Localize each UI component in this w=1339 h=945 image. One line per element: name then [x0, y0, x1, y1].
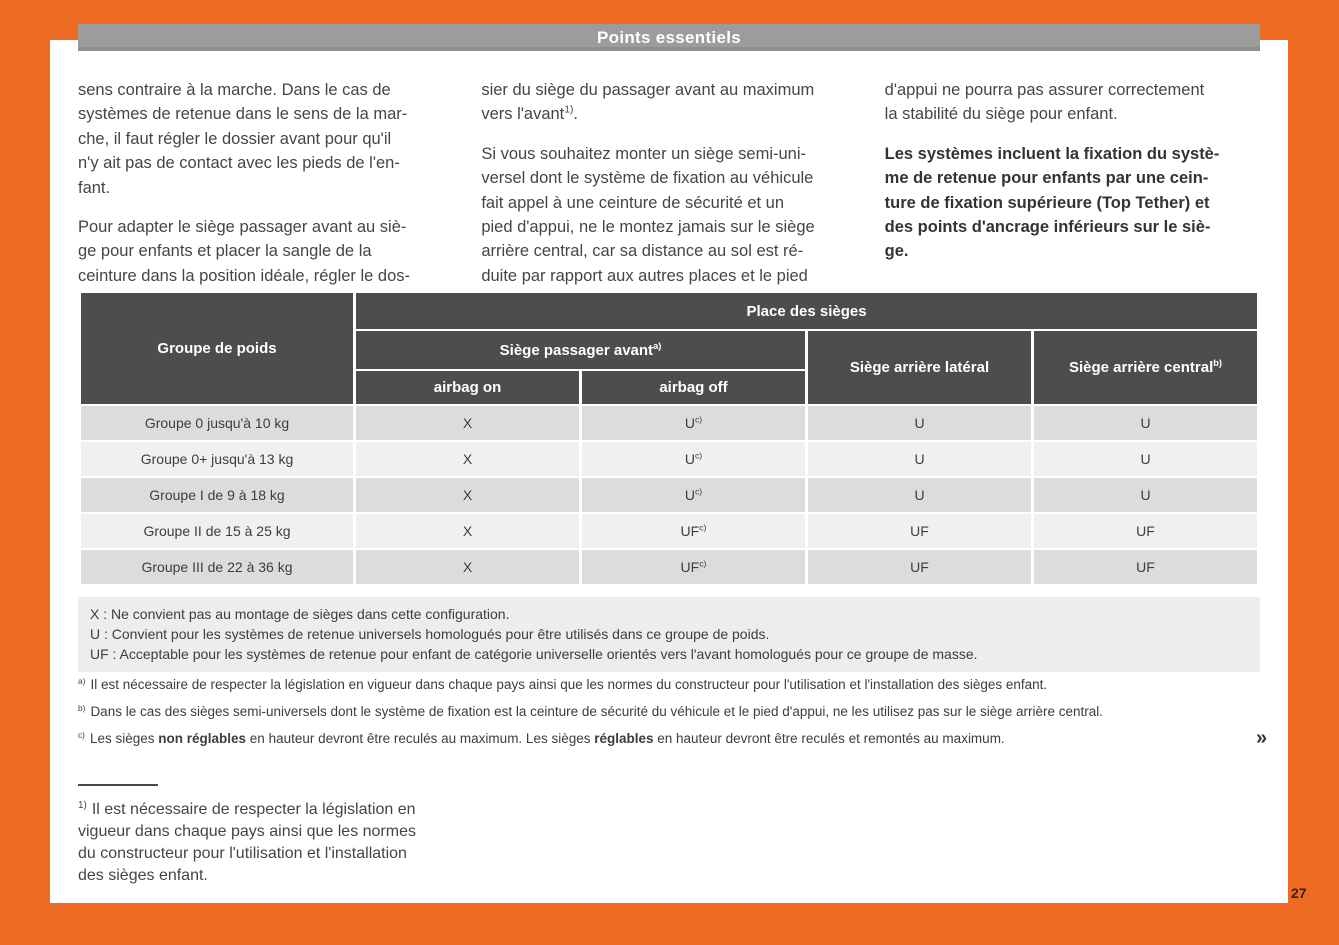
- col-header-weight-group: Groupe de poids: [81, 293, 353, 404]
- page-title: Points essentiels: [597, 28, 741, 47]
- footnote-divider: [78, 784, 158, 786]
- cell-group: Groupe 0 jusqu'à 10 kg: [81, 406, 353, 440]
- paragraph-bold: Les systèmes incluent la fixation du sys…: [884, 144, 1220, 261]
- cell-airbag-on: X: [356, 406, 579, 440]
- col-header-rear-side: Siège arrière latéral: [808, 331, 1031, 404]
- legend-line-x: X : Ne convient pas au montage de sièges…: [90, 606, 510, 622]
- cell-airbag-on: X: [356, 442, 579, 476]
- cell-airbag-off: Uc): [582, 478, 805, 512]
- body-text-columns: sens contraire à la marche. Dans le cas …: [78, 78, 1262, 303]
- paragraph: d'appui ne pourra pas assurer correcteme…: [884, 81, 1205, 124]
- paragraph: Pour adapter le siège passager avant au …: [78, 218, 411, 285]
- text-column-2: sier du siège du passager avant au maxim…: [481, 78, 858, 303]
- table-row: Groupe I de 9 à 18 kg X Uc) U U: [81, 478, 1258, 512]
- cell-rear-side: U: [808, 406, 1031, 440]
- cell-rear-side: U: [808, 478, 1031, 512]
- section-title-bar: Points essentiels: [78, 24, 1260, 51]
- cell-group: Groupe III de 22 à 36 kg: [81, 550, 353, 584]
- legend-line-uf: UF : Acceptable pour les systèmes de ret…: [90, 646, 978, 662]
- table-legend: X : Ne convient pas au montage de sièges…: [78, 597, 1260, 672]
- col-header-front-passenger: Siège passager avanta): [356, 331, 805, 369]
- footnote-ref-c: c): [699, 558, 707, 569]
- footnote-c: c) Les sièges non réglables en hauteur de…: [78, 729, 1005, 746]
- seat-placement-table: Groupe de poids Place des sièges Siège p…: [78, 291, 1260, 586]
- table-footnotes: a) Il est nécessaire de respecter la légi…: [78, 675, 1262, 758]
- cell-airbag-off: Uc): [582, 406, 805, 440]
- footnote-ref-1: 1): [564, 104, 574, 116]
- cell-rear-center: UF: [1034, 514, 1258, 548]
- footnote-ref-c: c): [694, 486, 703, 497]
- table-row: Groupe II de 15 à 25 kg X UFc) UF UF: [81, 514, 1258, 548]
- col-header-airbag-off: airbag off: [582, 371, 805, 404]
- footnote-marker-c: c): [78, 729, 85, 740]
- cell-rear-center: UF: [1034, 550, 1258, 584]
- footnote-ref-a: a): [653, 340, 662, 351]
- bottom-footnote: 1) Il est nécessaire de respecter la légi…: [78, 799, 416, 884]
- footnote-ref-b: b): [1213, 358, 1223, 368]
- footnote-marker-b: b): [78, 702, 86, 713]
- cell-group: Groupe 0+ jusqu'à 13 kg: [81, 442, 353, 476]
- cell-rear-side: UF: [808, 550, 1031, 584]
- col-header-rear-center: Siège arrière centralb): [1034, 331, 1258, 404]
- footnote-marker-a: a): [78, 675, 86, 686]
- text-column-3: d'appui ne pourra pas assurer correcteme…: [885, 78, 1262, 303]
- paragraph: sier du siège du passager avant au maxim…: [481, 81, 815, 124]
- continuation-mark: »: [1256, 727, 1268, 749]
- text-column-1: sens contraire à la marche. Dans le cas …: [78, 78, 455, 303]
- cell-rear-side: UF: [808, 514, 1031, 548]
- footnote-ref-c: c): [694, 450, 703, 461]
- footnote-ref-c: c): [694, 414, 703, 425]
- paragraph: Si vous souhaitez monter un siège semi-u…: [481, 144, 815, 285]
- page-number: 27: [1291, 885, 1307, 901]
- table-row: Groupe III de 22 à 36 kg X UFc) UF UF: [81, 550, 1258, 584]
- cell-airbag-on: X: [356, 478, 579, 512]
- table-row: Groupe 0+ jusqu'à 13 kg X Uc) U U: [81, 442, 1258, 476]
- table-row: Groupe 0 jusqu'à 10 kg X Uc) U U: [81, 406, 1258, 440]
- footnote-a: a) Il est nécessaire de respecter la légi…: [78, 675, 1048, 692]
- col-header-seat-places: Place des sièges: [356, 293, 1258, 329]
- cell-rear-center: U: [1034, 442, 1258, 476]
- cell-airbag-off: Uc): [582, 442, 805, 476]
- cell-airbag-on: X: [356, 550, 579, 584]
- cell-rear-side: U: [808, 442, 1031, 476]
- cell-airbag-off: UFc): [582, 514, 805, 548]
- cell-rear-center: U: [1034, 406, 1258, 440]
- footnote-b: b) Dans le cas des sièges semi-universels…: [78, 702, 1104, 719]
- cell-airbag-on: X: [356, 514, 579, 548]
- paragraph: sens contraire à la marche. Dans le cas …: [78, 81, 408, 197]
- col-header-airbag-on: airbag on: [356, 371, 579, 404]
- footnote-ref-c: c): [699, 522, 707, 533]
- cell-group: Groupe I de 9 à 18 kg: [81, 478, 353, 512]
- footnote-marker-1: 1): [78, 799, 87, 811]
- cell-group: Groupe II de 15 à 25 kg: [81, 514, 353, 548]
- legend-line-u: U : Convient pour les systèmes de retenu…: [90, 626, 770, 642]
- cell-rear-center: U: [1034, 478, 1258, 512]
- cell-airbag-off: UFc): [582, 550, 805, 584]
